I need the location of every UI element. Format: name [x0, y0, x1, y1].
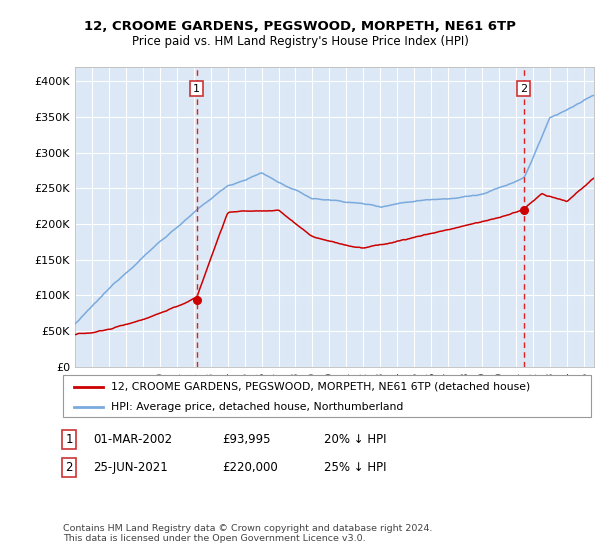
Text: 1: 1	[193, 83, 200, 94]
Text: 01-MAR-2002: 01-MAR-2002	[93, 433, 172, 446]
Text: 1: 1	[65, 433, 73, 446]
Text: 2: 2	[520, 83, 527, 94]
FancyBboxPatch shape	[63, 375, 591, 417]
Text: 12, CROOME GARDENS, PEGSWOOD, MORPETH, NE61 6TP: 12, CROOME GARDENS, PEGSWOOD, MORPETH, N…	[84, 20, 516, 32]
Text: Contains HM Land Registry data © Crown copyright and database right 2024.
This d: Contains HM Land Registry data © Crown c…	[63, 524, 433, 543]
Text: £93,995: £93,995	[222, 433, 271, 446]
Text: HPI: Average price, detached house, Northumberland: HPI: Average price, detached house, Nort…	[110, 402, 403, 412]
Text: Price paid vs. HM Land Registry's House Price Index (HPI): Price paid vs. HM Land Registry's House …	[131, 35, 469, 48]
Text: 25-JUN-2021: 25-JUN-2021	[93, 461, 168, 474]
Text: £220,000: £220,000	[222, 461, 278, 474]
Text: 20% ↓ HPI: 20% ↓ HPI	[324, 433, 386, 446]
Text: 12, CROOME GARDENS, PEGSWOOD, MORPETH, NE61 6TP (detached house): 12, CROOME GARDENS, PEGSWOOD, MORPETH, N…	[110, 382, 530, 392]
Text: 25% ↓ HPI: 25% ↓ HPI	[324, 461, 386, 474]
Text: 2: 2	[65, 461, 73, 474]
